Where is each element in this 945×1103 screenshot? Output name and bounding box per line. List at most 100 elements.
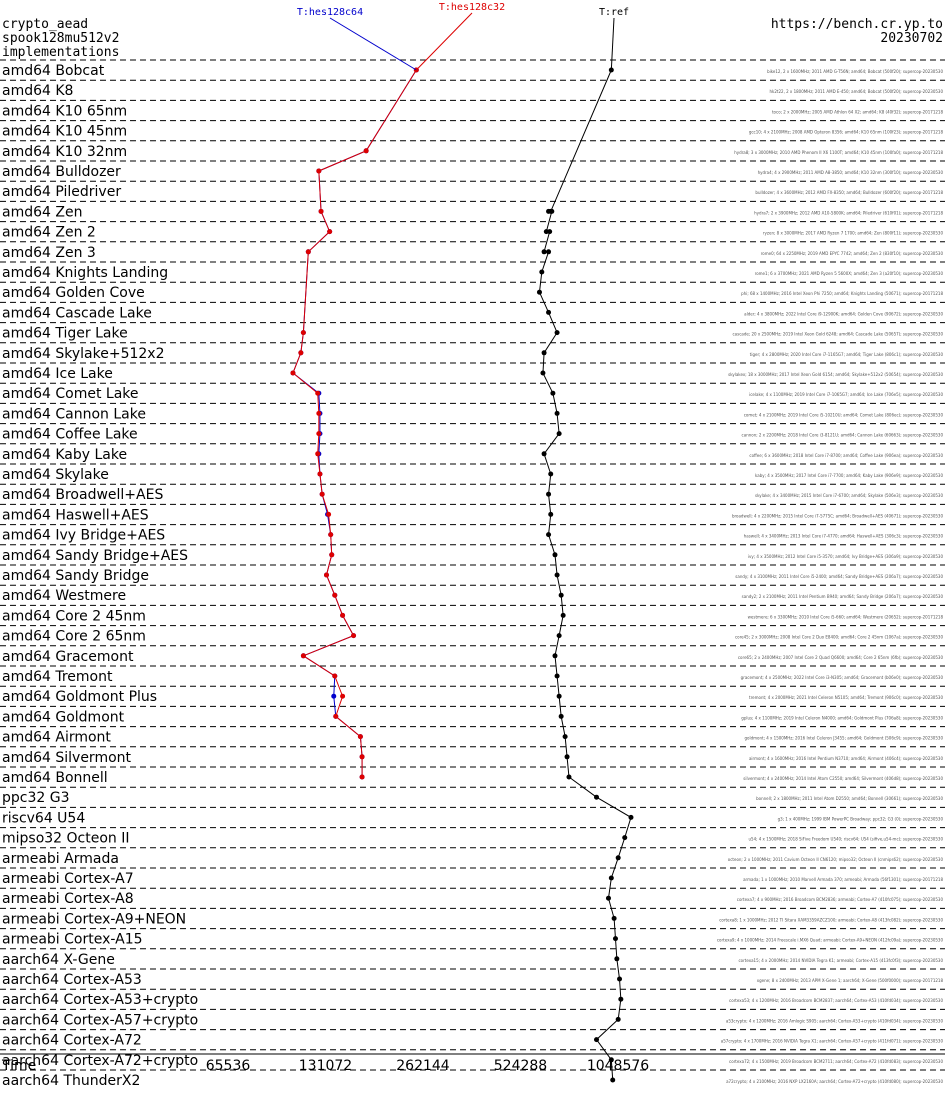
row-label: amd64 K10 45nm <box>2 124 127 140</box>
row-label: amd64 Haswell+AES <box>2 507 149 523</box>
data-point <box>540 370 546 376</box>
row-note: broadwell; 4 x 2200MHz; 2015 Intel Core … <box>732 513 944 518</box>
data-point <box>318 208 324 214</box>
data-point <box>363 148 369 154</box>
data-point <box>331 693 337 699</box>
data-point <box>300 330 306 336</box>
data-point <box>618 996 624 1002</box>
row-note: cortexa72; 4 x 1500MHz; 2019 Broadcom BC… <box>729 1059 943 1064</box>
row-label: armeabi Cortex-A9+NEON <box>2 911 186 927</box>
data-point <box>550 390 556 396</box>
row-note: xgene; 8 x 2400MHz; 2013 APM X-Gene 1; a… <box>757 978 944 983</box>
data-point <box>611 915 617 921</box>
row-label: armeabi Cortex-A15 <box>2 932 143 948</box>
data-point <box>539 269 545 275</box>
row-label: amd64 Sandy Bridge <box>2 568 149 584</box>
row-note: alder; 4 x 3800MHz; 2022 Intel Core i9-1… <box>744 311 943 316</box>
row-note: cortexa53; 4 x 1200MHz; 2016 Broadcom BC… <box>729 998 943 1003</box>
data-point <box>558 592 564 598</box>
data-point <box>549 208 555 214</box>
row-label: amd64 Tiger Lake <box>2 326 128 342</box>
data-point <box>316 168 322 174</box>
data-point <box>562 734 568 740</box>
row-label: amd64 Goldmont Plus <box>2 689 157 705</box>
row-label: amd64 K10 65nm <box>2 103 127 119</box>
header-line-2: spook128mu512v2 <box>2 31 119 46</box>
row-note: westmere; 6 x 3300MHz; 2010 Intel Core i… <box>748 614 944 619</box>
row-note: toco; 2 x 2000MHz; 2005 AMD Athlon 64 X2… <box>772 109 943 114</box>
row-note: bulldozer; 4 x 3600MHz; 2012 AMD FX-8350… <box>755 190 943 195</box>
row-label: armeabi Armada <box>2 851 119 867</box>
x-tick-label: 262144 <box>396 1058 450 1074</box>
x-axis-label: Time <box>1 1058 36 1074</box>
data-point <box>316 410 322 416</box>
data-point <box>548 511 554 517</box>
row-label: aarch64 Cortex-A53+crypto <box>2 992 198 1008</box>
data-point <box>328 532 334 538</box>
data-point <box>547 229 553 235</box>
data-point <box>359 774 365 780</box>
legend-hes128c32: T:hes128c32 <box>439 2 505 13</box>
row-label: amd64 Knights Landing <box>2 265 168 281</box>
row-label: amd64 Gracemont <box>2 649 134 665</box>
row-note: ivy; 4 x 3500MHz; 2012 Intel Core i5-357… <box>748 554 944 559</box>
data-point <box>323 572 329 578</box>
data-point <box>594 794 600 800</box>
data-point <box>300 653 306 659</box>
data-point <box>628 814 634 820</box>
data-point <box>315 451 321 457</box>
header-line-3: implementations <box>2 45 119 60</box>
x-tick-label: 524288 <box>494 1058 547 1074</box>
data-point <box>608 875 614 881</box>
data-point <box>290 370 296 376</box>
data-point <box>612 936 618 942</box>
row-note: cortexa15; 4 x 2000MHz; 2014 NVIDIA Tegr… <box>738 958 943 963</box>
row-label: amd64 Ivy Bridge+AES <box>2 528 165 544</box>
data-point <box>316 431 322 437</box>
row-note: airmont; 4 x 1600MHz; 2016 Intel Pentium… <box>749 756 944 761</box>
row-note: gplus; 4 x 1100MHz; 2019 Intel Celeron N… <box>741 715 943 720</box>
row-label: aarch64 Cortex-A53 <box>2 972 142 988</box>
row-note: silvermont; 4 x 2400MHz; 2014 Intel Atom… <box>743 776 943 781</box>
row-label: amd64 Cascade Lake <box>2 305 152 321</box>
row-note: sandy2; 2 x 2100MHz; 2011 Intel Pentium … <box>742 594 944 599</box>
data-point <box>560 612 566 618</box>
data-point <box>554 410 560 416</box>
data-point <box>614 956 620 962</box>
x-tick-label: 65536 <box>206 1058 251 1074</box>
row-label: amd64 Zen 2 <box>2 225 96 241</box>
row-label: aarch64 Cortex-A72 <box>2 1033 142 1049</box>
row-label: amd64 Skylake <box>2 467 109 483</box>
data-point <box>554 572 560 578</box>
data-point <box>332 592 338 598</box>
data-point <box>556 693 562 699</box>
row-label: amd64 Tremont <box>2 669 113 685</box>
row-note: gcc10; 4 x 2100MHz; 2008 AMD Opteron 835… <box>749 130 944 135</box>
row-label: amd64 Golden Cove <box>2 285 145 301</box>
row-label: amd64 Piledriver <box>2 184 121 200</box>
row-note: hydra8; 3 x 3000MHz; 2010 AMD Phenom II … <box>734 150 943 155</box>
data-point <box>298 350 304 356</box>
row-note: goldmont; 4 x 1500MHz; 2016 Intel Celero… <box>744 736 943 741</box>
row-label: armeabi Cortex-A7 <box>2 871 134 887</box>
row-label: aarch64 ThunderX2 <box>2 1073 140 1089</box>
row-label: amd64 Skylake+512x2 <box>2 346 164 362</box>
row-label: mipso32 Octeon II <box>2 831 130 847</box>
row-label: riscv64 U54 <box>2 810 85 826</box>
x-tick-label: 1048576 <box>587 1058 649 1074</box>
row-label: amd64 Goldmont <box>2 709 125 725</box>
row-label: amd64 Bonnell <box>2 770 108 786</box>
row-label: aarch64 X-Gene <box>2 952 115 968</box>
row-note: cortexa7; 4 x 900MHz; 2016 Broadcom BCM2… <box>737 897 944 902</box>
row-note: skylakex; 18 x 3000MHz; 2017 Intel Xeon … <box>728 372 943 377</box>
row-note: cannon; 2 x 2200MHz; 2018 Intel Core i3-… <box>742 433 944 438</box>
data-point <box>548 471 554 477</box>
source-url[interactable]: https://bench.cr.yp.to <box>771 17 943 32</box>
row-note: hydra7; 2 x 3900MHz; 2012 AMD A10-5800K;… <box>754 210 943 215</box>
row-label: amd64 Comet Lake <box>2 386 139 402</box>
data-point <box>594 1037 600 1043</box>
data-point <box>326 511 332 517</box>
data-point <box>317 471 323 477</box>
data-point <box>615 1016 621 1022</box>
